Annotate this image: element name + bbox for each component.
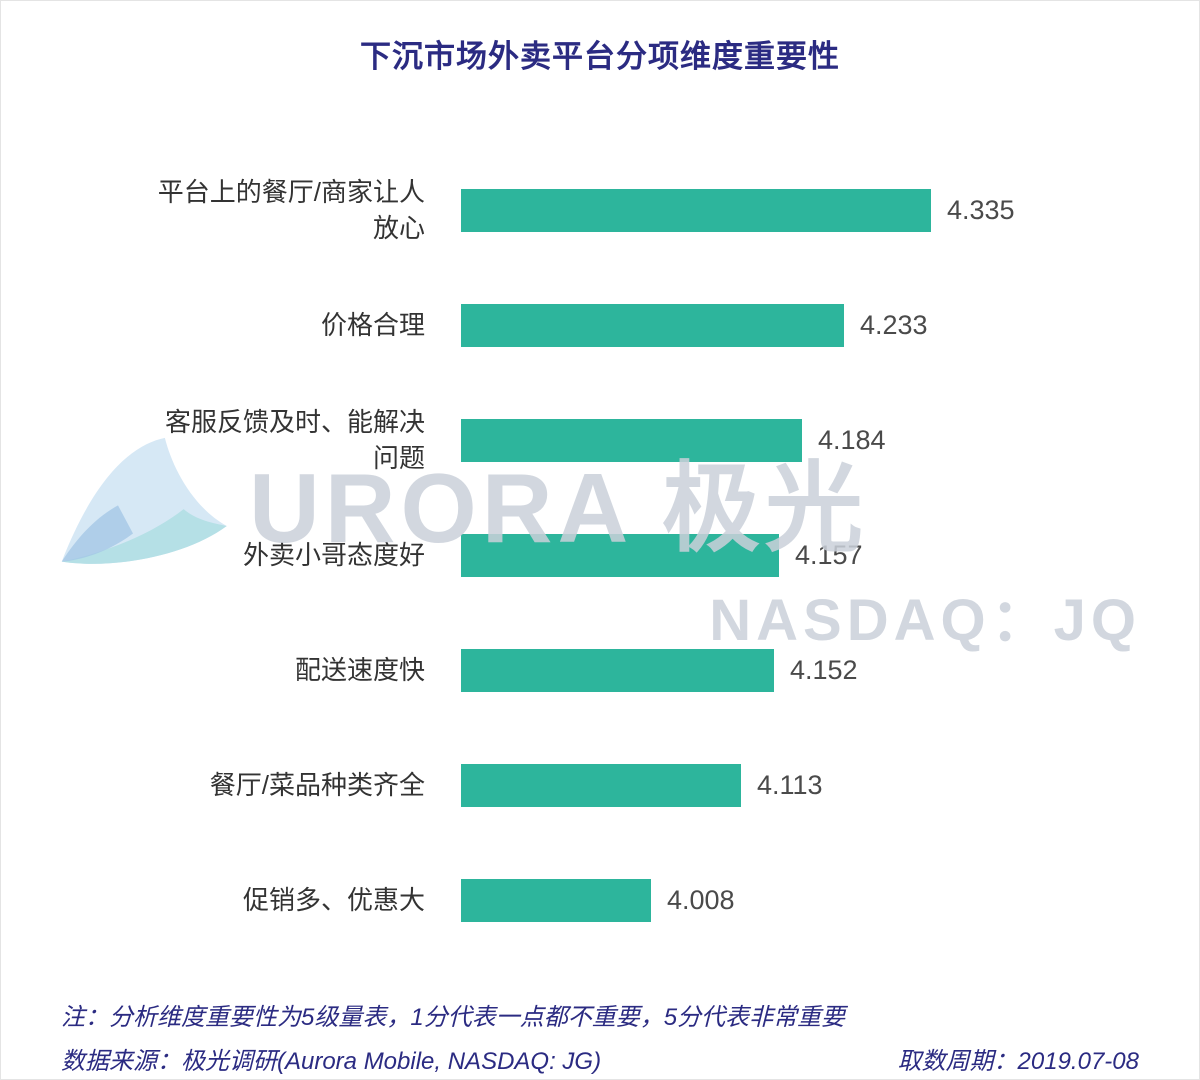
bar-track: 4.152	[461, 649, 1199, 692]
bar	[461, 534, 779, 577]
category-label: 促销多、优惠大	[242, 884, 425, 915]
bar-row: 配送速度快 4.152	[1, 613, 1199, 728]
bar-rows: 平台上的餐厅/商家让人放心 4.335 价格合理 4.233 客服反馈及时、能解…	[1, 153, 1199, 958]
bar-track: 4.113	[461, 764, 1199, 807]
bar-track: 4.233	[461, 304, 1199, 347]
bar	[461, 764, 741, 807]
value-label: 4.335	[947, 195, 1015, 225]
category-label: 外卖小哥态度好	[242, 539, 425, 570]
bar-row: 客服反馈及时、能解决问题 4.184	[1, 383, 1199, 498]
bar	[461, 419, 802, 462]
data-period: 取数周期：2019.07-08	[897, 1048, 1139, 1075]
bar-track: 4.184	[461, 419, 1199, 462]
value-label: 4.152	[790, 655, 858, 685]
value-label: 4.233	[860, 310, 928, 340]
bar-row: 外卖小哥态度好 4.157	[1, 498, 1199, 613]
bar-track: 4.335	[461, 189, 1199, 232]
category-label: 平台上的餐厅/商家让人放心	[157, 177, 425, 243]
bar	[461, 304, 844, 347]
bar	[461, 189, 931, 232]
bottom-meta: 数据来源：极光调研(Aurora Mobile, NASDAQ: JG) 取数周…	[61, 1041, 1139, 1076]
bar-row: 餐厅/菜品种类齐全 4.113	[1, 728, 1199, 843]
value-label: 4.157	[795, 540, 863, 570]
bar-row: 促销多、优惠大 4.008	[1, 843, 1199, 958]
value-label: 4.184	[818, 425, 886, 455]
bar-row: 平台上的餐厅/商家让人放心 4.335	[1, 153, 1199, 268]
bar-row: 价格合理 4.233	[1, 268, 1199, 383]
value-label: 4.113	[757, 770, 823, 800]
bar-track: 4.008	[461, 879, 1199, 922]
category-label: 客服反馈及时、能解决问题	[164, 407, 425, 473]
bar	[461, 649, 774, 692]
category-label: 餐厅/菜品种类齐全	[209, 769, 425, 800]
bar-track: 4.157	[461, 534, 1199, 577]
data-source: 数据来源：极光调研(Aurora Mobile, NASDAQ: JG)	[61, 1048, 602, 1075]
chart-title: 下沉市场外卖平台分项维度重要性	[360, 39, 840, 74]
value-label: 4.008	[667, 885, 735, 915]
category-label: 价格合理	[320, 309, 425, 340]
bar	[461, 879, 651, 922]
scale-footnote: 注：分析维度重要性为5级量表，1分代表一点都不重要，5分代表非常重要	[61, 1004, 846, 1031]
category-label: 配送速度快	[294, 654, 425, 685]
